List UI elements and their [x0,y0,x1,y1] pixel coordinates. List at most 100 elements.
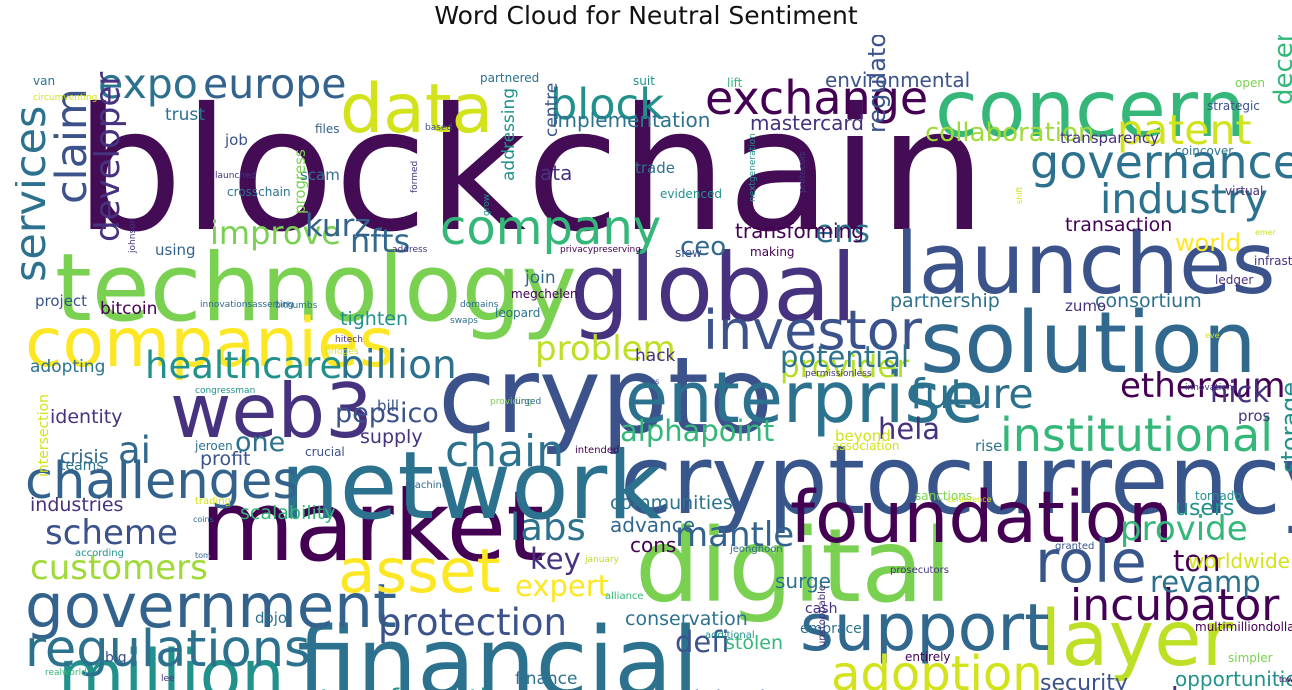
word-towards: towards [1279,675,1292,684]
word-scalability: scalability [240,502,336,524]
word-progress: progress [291,149,309,214]
word-europe: europe [203,60,347,108]
word-stolen: stolen [725,632,783,654]
word-shift: shift [1015,187,1024,204]
word-adoption: adoption [831,646,1043,690]
word-global: global [570,234,857,343]
word-services: services [15,106,56,282]
word-collaboration: collaboration [925,118,1094,148]
word-tighten: tighten [340,308,408,330]
word-defi: defi [675,625,730,659]
word-granted: granted [1055,541,1094,552]
word-problem: problem [535,329,676,369]
word-governance: governance [1030,135,1292,189]
word-asset: asset [338,536,500,607]
word-bitcoin: bitcoin [100,299,157,319]
word-regulatory: regulatory [863,35,891,133]
word-future: future [910,370,1034,418]
word-tom: tom [195,551,211,560]
word-incubator: incubator [1070,580,1280,631]
word-innovationsasserting: innovationsasserting [200,300,294,310]
word-transparency: transparency [1060,129,1159,147]
word-investor: investor [703,299,923,362]
word-security: security [1040,671,1128,690]
word-advance: advance [610,513,695,537]
word-infrastructure: infrastructure [1254,254,1292,268]
word-expert: expert [515,569,609,603]
word-lift: lift [727,76,743,90]
word-simpler: simpler [1228,651,1273,665]
word-financial: financial [297,608,699,690]
word-pepsico: pepsico [335,398,439,429]
word-company: company [440,200,661,256]
word-job: job [224,131,248,149]
word-prosecutors: prosecutors [890,565,949,576]
word-enterprise: enterprise [625,357,984,439]
word-challenges: challenges [25,452,299,511]
word-patent: patent [1117,106,1252,154]
word-healthcare: healthcare [145,344,342,387]
word-users: users [1175,496,1234,521]
word-slew: slew [675,246,702,260]
word-cons: cons [630,533,676,557]
word-hitech: hitech [335,335,363,345]
word-expo: expo [98,60,198,108]
word-ata: ata [540,161,572,185]
word-files: files [315,122,340,136]
word-layer: layer [1040,595,1234,684]
word-embrace: embrace [800,621,862,637]
word-megchelen: megchelen [511,287,578,301]
word-implementation: implementation [552,108,710,132]
word-decentralised: decentralised [1269,35,1292,105]
word-opportunities: opportunities [1175,667,1292,690]
word-labs: labs [510,506,586,549]
word-profit: profit [200,448,251,470]
word-launched: launched [215,171,256,181]
word-cloud: blockchaincryptodigitalmarketfinancialcr… [15,35,1292,690]
word-bridges: bridges [325,347,359,357]
word-nick: nick [1210,375,1269,409]
word-management: management [975,680,1183,690]
word-association: association [832,439,899,453]
word-communities: communities [610,492,733,514]
word-government: government [25,571,397,642]
word-congressman: congressman [195,386,255,396]
word-join: join [524,268,556,288]
word-block: block [550,80,664,130]
word-finance: finance [515,669,577,689]
word-intended: intended [575,445,619,456]
word-role: role [1035,527,1147,596]
word-alliance: alliance [605,591,644,602]
word-customers: customers [30,548,208,588]
word-nextgeneration: nextgeneration [748,133,758,202]
word-zumo: zumo [1065,297,1106,315]
word-sanctions: sanctions [915,489,972,503]
word-bill: bill [377,397,399,415]
word-coincover: coincover [1175,144,1233,158]
word-pros: pros [1238,407,1271,425]
word-data: data [340,70,493,149]
word-partnership: partnership [890,290,1000,312]
word-us: us [650,377,659,386]
word-virtual: virtual [1225,184,1263,198]
word-using: using [155,241,196,259]
word-technology: technology [55,234,577,343]
word-conference: conference [947,495,992,504]
word-industry: industry [1100,175,1268,223]
word-ton: ton [1173,544,1221,578]
word-identity: identity [50,406,123,428]
word-circumventing: circumventing [33,93,97,103]
word-multimilliondollar: multimilliondollar [1195,620,1292,634]
word-innovations: innovations [1185,383,1237,393]
word-supply: supply [360,426,423,448]
word-consortium: consortium [1095,290,1202,312]
word-crucial: crucial [305,445,345,459]
word-exchange: exchange [705,71,928,125]
word-concern: concern [935,65,1246,155]
word-eve: eve [1205,331,1220,340]
word-formed: formed [410,161,420,193]
word-environmental: environmental [825,68,970,92]
word-companies: companies [25,304,394,383]
chart-title: Word Cloud for Neutral Sentiment [434,1,858,30]
word-provider: provider [780,349,909,385]
